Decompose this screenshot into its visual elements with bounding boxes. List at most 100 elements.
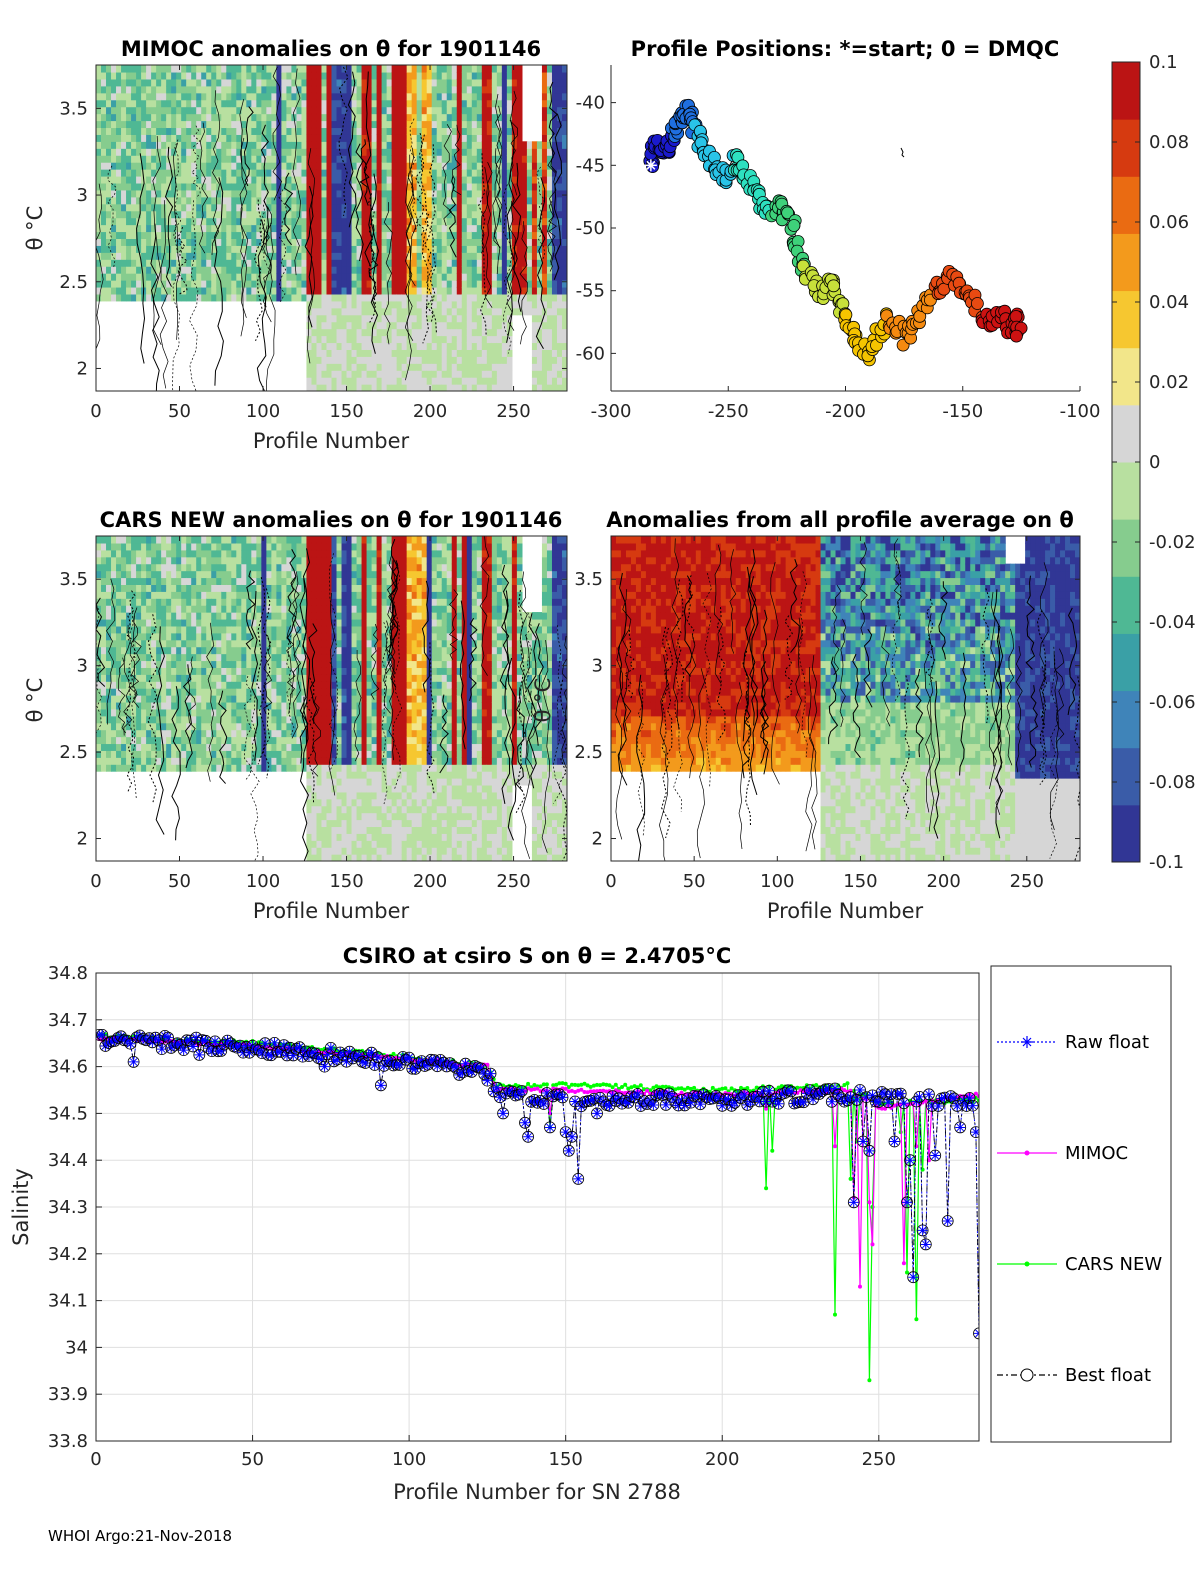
cars-cell xyxy=(176,618,182,627)
mimoc-cell xyxy=(201,238,207,246)
mimoc-cell xyxy=(206,148,212,156)
mimoc-cell xyxy=(111,280,117,288)
mimoc-cell xyxy=(196,231,202,240)
mimoc-cell xyxy=(96,78,102,87)
mimoc-cell xyxy=(216,231,222,240)
cars-cell xyxy=(191,688,197,696)
mimoc-cell xyxy=(306,92,313,101)
mimoc-cell xyxy=(146,162,152,170)
mimoc-cell xyxy=(361,328,368,337)
mimoc-cell xyxy=(181,99,187,108)
mimoc-cell xyxy=(451,280,458,288)
mimoc-cell xyxy=(216,78,222,87)
mimoc-cell xyxy=(276,224,282,233)
mimoc-cell xyxy=(286,286,293,295)
mimoc-cell xyxy=(421,92,428,101)
cars-cell xyxy=(186,563,192,572)
mimoc-contour xyxy=(493,93,502,275)
mimoc-cell xyxy=(411,307,418,316)
mimoc-cell xyxy=(331,259,338,267)
cars-cell xyxy=(126,660,132,668)
mimoc-cell xyxy=(416,120,423,129)
mimoc-cell xyxy=(166,273,172,281)
mimoc-cell xyxy=(491,155,498,163)
mimoc-cell xyxy=(411,238,418,246)
mimoc-cell xyxy=(551,71,558,80)
mimoc-cell xyxy=(221,245,227,253)
mimoc-cell xyxy=(361,300,368,309)
mimoc-cell xyxy=(411,377,418,385)
mimoc-cell xyxy=(451,78,458,87)
mimoc-cell xyxy=(436,217,443,226)
mimoc-cell xyxy=(376,363,383,371)
mimoc-cell xyxy=(501,210,508,219)
mimoc-cell xyxy=(161,231,167,240)
mimoc-cell xyxy=(481,307,488,316)
mimoc-cell xyxy=(196,259,202,267)
mimoc-cell xyxy=(461,162,468,170)
mimoc-cell xyxy=(446,127,453,135)
cars-cell xyxy=(161,743,167,751)
mimoc-cell xyxy=(531,286,538,295)
mimoc-cell xyxy=(406,335,413,344)
mimoc-cell xyxy=(556,321,563,330)
mimoc-cell xyxy=(336,266,343,274)
mimoc-cell xyxy=(421,377,428,385)
cars-cell xyxy=(171,708,177,717)
mimoc-cell xyxy=(361,99,368,108)
mimoc-cell xyxy=(396,377,403,385)
mimoc-cell xyxy=(386,106,393,115)
mimoc-cell xyxy=(201,182,207,191)
mimoc-cell xyxy=(521,259,528,267)
mimoc-cell xyxy=(451,120,458,129)
mimoc-cell xyxy=(391,92,398,101)
mimoc-cell xyxy=(356,286,363,295)
cars-cell xyxy=(126,577,132,585)
mimoc-cell xyxy=(191,189,197,198)
cars-cell xyxy=(206,632,212,641)
mimoc-cell xyxy=(146,134,152,142)
mimoc-cell xyxy=(356,169,363,177)
mimoc-cell xyxy=(131,169,137,177)
mimoc-contour xyxy=(452,124,462,196)
mimoc-cell xyxy=(321,210,328,219)
mimoc-cell xyxy=(406,92,413,101)
cars-cell xyxy=(171,660,177,668)
mimoc-cell xyxy=(376,71,383,80)
mimoc-cell xyxy=(236,141,242,149)
mimoc-cell xyxy=(191,224,197,233)
mimoc-cell xyxy=(261,92,267,101)
cars-cell xyxy=(111,549,117,558)
mimoc-cell xyxy=(156,252,162,260)
mimoc-cell xyxy=(556,189,563,198)
mimoc-cell xyxy=(551,92,558,101)
mimoc-cell xyxy=(391,196,398,205)
mimoc-cell xyxy=(396,252,403,260)
mimoc-cell xyxy=(386,148,393,156)
mimoc-cell xyxy=(486,217,493,226)
cars-cell xyxy=(171,618,177,627)
mimoc-cell xyxy=(301,189,308,198)
mimoc-cell xyxy=(331,356,338,364)
mimoc-cell xyxy=(346,189,353,198)
mimoc-cell xyxy=(541,141,548,149)
mimoc-cell xyxy=(421,71,428,80)
mimoc-cell xyxy=(511,169,518,177)
mimoc-cell xyxy=(281,259,287,267)
cars-cell xyxy=(176,681,182,689)
mimoc-cell xyxy=(536,155,543,163)
cars-cell xyxy=(101,667,107,675)
cars-cell xyxy=(176,764,182,772)
mimoc-cell xyxy=(206,175,212,184)
mimoc-cell xyxy=(446,71,453,80)
mimoc-cell xyxy=(406,99,413,108)
cars-cell xyxy=(171,605,177,613)
mimoc-cell xyxy=(156,92,162,101)
mimoc-cell xyxy=(336,259,343,267)
mimoc-cell xyxy=(376,210,383,219)
mimoc-cell xyxy=(551,328,558,337)
mimoc-cell xyxy=(326,321,333,330)
mimoc-cell xyxy=(161,217,167,226)
mimoc-cell xyxy=(196,113,202,122)
mimoc-cell xyxy=(431,273,438,281)
